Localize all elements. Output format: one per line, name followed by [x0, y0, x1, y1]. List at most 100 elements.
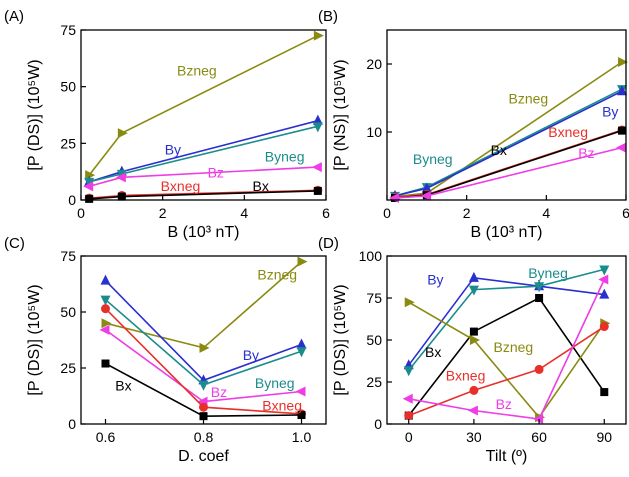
data-point-Bx: [297, 411, 306, 420]
data-point-Byneg: [599, 265, 610, 276]
series-line-Byneg: [104, 299, 302, 386]
panel-label: (B): [318, 8, 338, 25]
y-tick-label: 50: [366, 332, 382, 348]
x-axis-label: B (10³ nT): [470, 224, 542, 241]
data-point-Bz: [533, 413, 544, 424]
data-point-Bxneg: [199, 402, 208, 412]
series-line-Bz: [408, 279, 606, 420]
data-point-Bz: [402, 393, 413, 404]
series-label: Bx: [425, 344, 441, 360]
series-label: By: [165, 142, 181, 158]
data-point-Bz: [616, 142, 627, 153]
data-point-Bx: [618, 126, 627, 135]
data-point-Byneg: [468, 285, 479, 296]
series-label: Bzneg: [177, 62, 217, 78]
x-tick-label: 1.0: [292, 429, 312, 445]
data-point-Bzneg: [297, 256, 308, 267]
series-Bx: [85, 186, 322, 203]
x-tick-label: 0.8: [194, 429, 214, 445]
data-point-Bx: [600, 388, 609, 397]
data-point-By: [468, 271, 479, 282]
data-point-By: [312, 114, 323, 125]
data-point-Bz: [83, 181, 94, 192]
data-point-Byneg: [198, 380, 209, 391]
plot-frame: [80, 29, 327, 201]
y-tick-label: 10: [366, 124, 382, 140]
data-point-By: [599, 288, 610, 299]
panel-2: Bzneg Byneg By Bxneg Bx Bz 0 2 4 6 10 20 B (10³ nT) […: [318, 8, 629, 241]
series-label: Byneg: [265, 149, 305, 165]
panel-4: By Byneg Bx Bzneg Bxneg Bz 0 30 60 90 0 25 50 75 100 Ti…: [318, 235, 627, 465]
y-tick-label: 50: [60, 304, 76, 320]
series-label: Bzneg: [257, 267, 297, 283]
series-line-Bzneg: [408, 301, 605, 419]
x-tick-label: 6: [322, 205, 330, 221]
y-tick-label: 75: [366, 290, 382, 306]
x-tick-label: 4: [240, 205, 248, 221]
series-label: By: [427, 272, 443, 288]
data-point-Bz: [99, 324, 110, 335]
panel-1: Bzneg By Byneg Bz Bxneg Bx 0 2 4 6 0 25 50 75 B (10³ n…: [4, 8, 330, 241]
y-tick-label: 25: [366, 374, 382, 390]
series-Byneg: [100, 295, 307, 391]
data-point-Bxneg: [101, 304, 110, 314]
data-point-Bx: [117, 192, 126, 201]
data-point-Bz: [311, 162, 322, 173]
x-tick-label: 0: [405, 429, 413, 445]
x-axis-label: Tilt (º): [486, 448, 528, 465]
series-Bzneg: [101, 256, 308, 353]
data-point-Bzneg: [85, 170, 96, 181]
data-point-Bx: [469, 327, 478, 336]
panel-3: Bzneg By Byneg Bz Bxneg Bx 0.6 0.8 1.0 0 25 50 75 D. …: [4, 235, 327, 465]
y-axis-label: [P (NS)] (10⁵W): [332, 59, 349, 170]
series-label: By: [243, 347, 259, 363]
panel-label: (C): [4, 235, 25, 252]
series-label: Bzneg: [509, 90, 549, 106]
data-point-Bzneg: [404, 297, 415, 308]
y-tick-label: 25: [60, 135, 76, 151]
data-point-Bz: [295, 386, 306, 397]
data-point-Bz: [115, 172, 126, 183]
data-point-Bz: [467, 405, 478, 416]
x-tick-label: 0: [77, 205, 85, 221]
x-tick-label: 90: [596, 429, 612, 445]
series-label: Bxneg: [548, 124, 588, 140]
x-axis-label: D. coef: [178, 448, 229, 465]
series-label: Bxneg: [446, 367, 486, 383]
data-point-Bzneg: [101, 318, 112, 329]
data-point-Bx: [535, 294, 544, 302]
data-point-Bzneg: [469, 335, 480, 345]
y-tick-label: 20: [366, 56, 382, 72]
y-axis-label: [P (DS)] (10⁵W): [26, 284, 43, 395]
y-axis-label: [P (DS)] (10⁵W): [26, 59, 43, 170]
series-label: Byneg: [528, 265, 568, 281]
x-tick-label: 60: [531, 429, 547, 445]
series-label: Bx: [253, 178, 269, 194]
data-point-Byneg: [534, 282, 545, 293]
plot-frame: [386, 29, 627, 201]
data-point-Bzneg: [199, 342, 210, 353]
y-tick-label: 100: [359, 248, 383, 264]
x-tick-label: 4: [542, 205, 550, 221]
series-line-Bx: [408, 296, 605, 417]
series-label: Bz: [496, 396, 512, 412]
panel-label: (A): [4, 8, 24, 25]
data-point-Byneg: [84, 177, 95, 188]
series-label: Bz: [211, 384, 227, 400]
x-tick-label: 2: [159, 205, 167, 221]
y-tick-label: 75: [60, 22, 76, 38]
panel-label: (D): [318, 235, 339, 252]
data-point-Bzneg: [117, 128, 128, 139]
y-axis-label: [P (DS)] (10⁵W): [332, 284, 349, 395]
y-tick-label: 0: [68, 192, 76, 208]
x-tick-label: 0.6: [96, 429, 116, 445]
series-line-Byneg: [408, 268, 605, 371]
x-tick-label: 6: [622, 205, 629, 221]
y-tick-label: 0: [374, 416, 382, 432]
series-Byneg: [403, 265, 610, 377]
data-point-Bzneg: [313, 30, 324, 41]
data-point-Bx: [85, 194, 94, 203]
data-point-By: [421, 182, 432, 193]
x-tick-label: 30: [466, 429, 482, 445]
